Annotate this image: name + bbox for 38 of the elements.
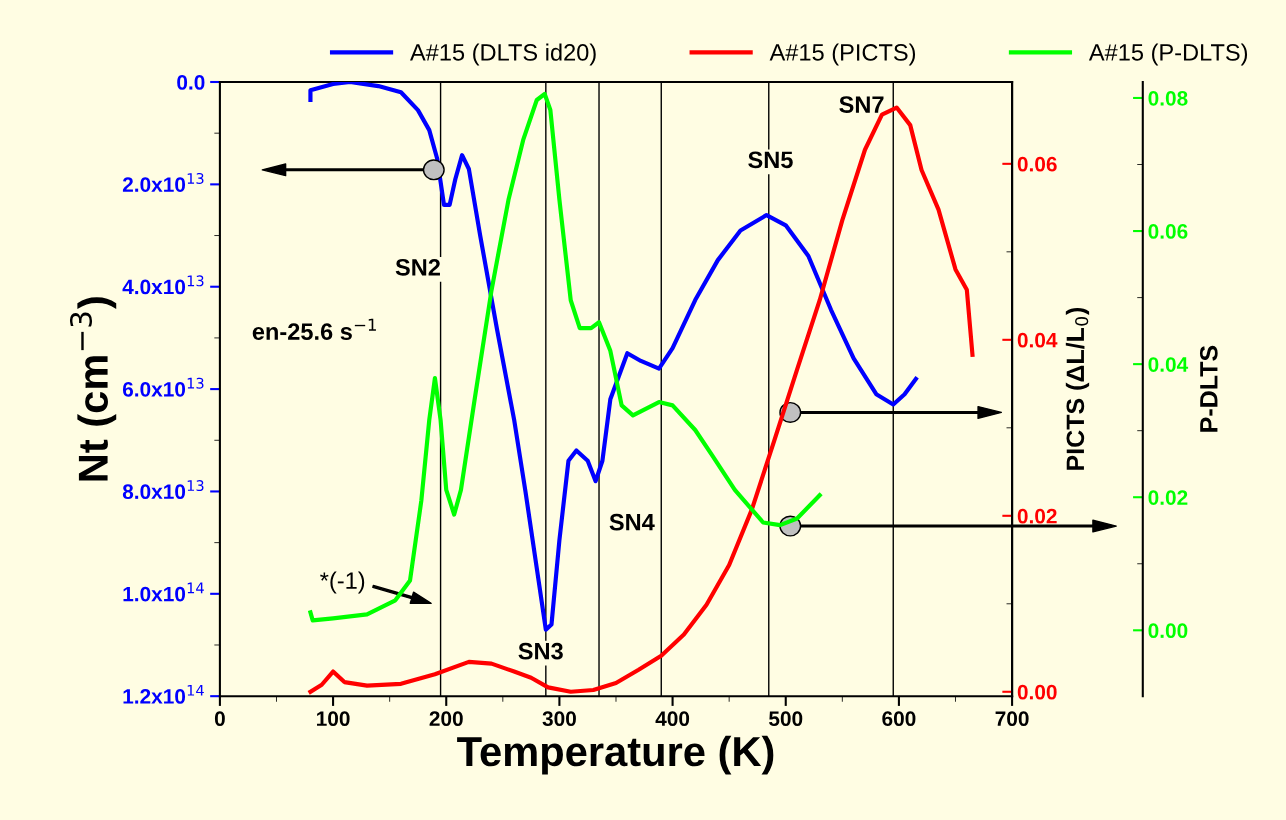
x-tick-label: 500 bbox=[769, 711, 803, 727]
y3-tick-label: 0.08 bbox=[1148, 90, 1188, 106]
y2-tick-label: 0.02 bbox=[1017, 508, 1057, 524]
annotation: *(-1) bbox=[320, 571, 365, 594]
annotation: en-25.6 s$^{−1}$ bbox=[252, 318, 376, 340]
y-axis-title: Nt (cm$^{−3}$) bbox=[69, 297, 117, 481]
legend-label: A#15 (DLTS id20) bbox=[410, 43, 596, 66]
y2-axis-title: PICTS (ΔL/L$_{0}$) bbox=[1065, 307, 1090, 470]
y-tick-label: 8.0x10$^{13}$ bbox=[122, 480, 204, 500]
x-tick-label: 0 bbox=[214, 711, 225, 727]
annotation: SN4 bbox=[609, 513, 655, 531]
annotation: SN5 bbox=[748, 151, 793, 169]
y2-tick-label: 0.06 bbox=[1017, 156, 1057, 172]
y-tick-label: 1.2x10$^{14}$ bbox=[123, 684, 204, 704]
x-axis-title: Temperature (K) bbox=[457, 735, 774, 775]
annotation: SN2 bbox=[395, 258, 440, 276]
x-tick-label: 600 bbox=[882, 711, 916, 727]
y3-axis-title: P-DLTS bbox=[1199, 345, 1218, 432]
x-tick-label: 200 bbox=[429, 711, 463, 727]
y-tick-label: 0.0 bbox=[177, 75, 205, 90]
y2-tick-label: 0.00 bbox=[1017, 684, 1057, 700]
x-tick-label: 700 bbox=[995, 711, 1029, 727]
x-tick-label: 100 bbox=[317, 711, 350, 727]
y3-tick-label: 0.00 bbox=[1148, 623, 1188, 639]
y2-tick-label: 0.04 bbox=[1017, 332, 1058, 348]
legend-label: A#15 (PICTS) bbox=[769, 43, 916, 66]
y-tick-label: 6.0x10$^{13}$ bbox=[122, 377, 204, 397]
x-tick-label: 400 bbox=[655, 711, 690, 727]
y-tick-label: 1.0x10$^{14}$ bbox=[123, 582, 204, 602]
annotation: SN7 bbox=[839, 96, 884, 113]
y-tick-label: 2.0x10$^{13}$ bbox=[122, 172, 204, 192]
legend-label: A#15 (P-DLTS) bbox=[1088, 43, 1248, 66]
x-tick-label: 300 bbox=[542, 711, 576, 727]
y3-tick-label: 0.04 bbox=[1148, 357, 1189, 372]
annotation: SN3 bbox=[518, 642, 563, 660]
y3-tick-label: 0.06 bbox=[1148, 224, 1188, 239]
y3-tick-label: 0.02 bbox=[1148, 490, 1188, 505]
y-tick-label: 4.0x10$^{13}$ bbox=[122, 275, 204, 295]
